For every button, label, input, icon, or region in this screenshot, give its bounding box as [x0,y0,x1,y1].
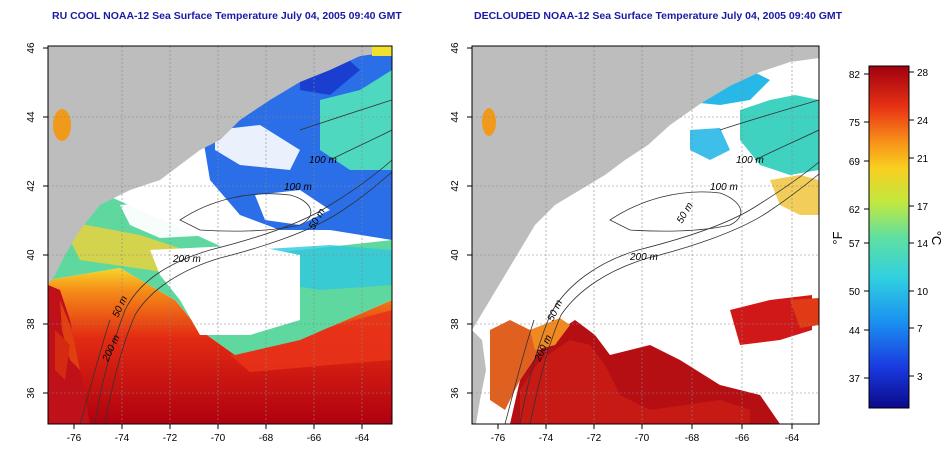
x-tick-label: -74 [115,433,130,444]
celsius-unit: °C [929,231,944,246]
celsius-tick: 17 [917,202,929,213]
celsius-tick: 7 [917,324,923,335]
fahrenheit-tick: 50 [849,287,861,298]
x-tick-label: -68 [685,433,700,444]
x-tick-label: -70 [211,433,226,444]
left-map-title: RU COOL NOAA-12 Sea Surface Temperature … [52,10,402,22]
fahrenheit-tick: 75 [849,118,861,129]
contour-label: 100 m [309,155,337,166]
x-tick-label: -64 [785,433,800,444]
celsius-tick: 14 [917,239,929,250]
x-tick-label: -68 [259,433,274,444]
colorbar: 82 75 69 62 57 50 44 37 28 24 21 17 14 1… [830,65,944,409]
celsius-tick: 28 [917,68,929,79]
x-tick-label: -72 [587,433,602,444]
fahrenheit-tick: 82 [849,70,861,81]
x-tick-label: -72 [163,433,178,444]
y-tick-label: 46 [26,42,37,54]
fahrenheit-tick: 37 [849,374,861,385]
fahrenheit-tick: 62 [849,205,861,216]
y-tick-label: 42 [450,180,461,192]
y-tick-label: 40 [450,249,461,261]
x-tick-label: -64 [355,433,370,444]
y-tick-label: 36 [26,387,37,399]
y-tick-label: 38 [26,318,37,330]
y-tick-label: 40 [26,249,37,261]
celsius-tick: 3 [917,372,923,383]
y-tick-label: 42 [26,180,37,192]
y-tick-label: 44 [450,111,461,123]
right-sst-map: 100 m 100 m 50 m 200 m 50 m 200 m -76 -7… [450,42,820,444]
y-tick-label: 46 [450,42,461,54]
celsius-tick: 10 [917,287,929,298]
fahrenheit-tick: 57 [849,239,861,250]
x-tick-label: -76 [67,433,82,444]
celsius-tick: 24 [917,116,929,127]
contour-label: 200 m [629,252,658,263]
fahrenheit-unit: °F [830,231,845,244]
fahrenheit-tick: 44 [849,326,861,337]
left-sst-map: 100 m 100 m 50 m 200 m 50 m 200 m -76 -7… [26,42,393,444]
fahrenheit-tick: 69 [849,157,861,168]
y-tick-label: 36 [450,387,461,399]
colorbar-scale [868,65,910,409]
x-tick-label: -66 [307,433,322,444]
right-map-title: DECLOUDED NOAA-12 Sea Surface Temperatur… [474,10,843,22]
celsius-tick: 21 [917,154,929,165]
x-tick-label: -70 [635,433,650,444]
contour-label: 100 m [736,155,764,166]
y-tick-label: 44 [26,111,37,123]
y-tick-label: 38 [450,318,461,330]
contour-label: 200 m [172,254,201,265]
contour-label: 100 m [710,182,738,193]
contour-label: 100 m [284,182,312,193]
x-tick-label: -76 [491,433,506,444]
x-tick-label: -74 [539,433,554,444]
x-tick-label: -66 [735,433,750,444]
